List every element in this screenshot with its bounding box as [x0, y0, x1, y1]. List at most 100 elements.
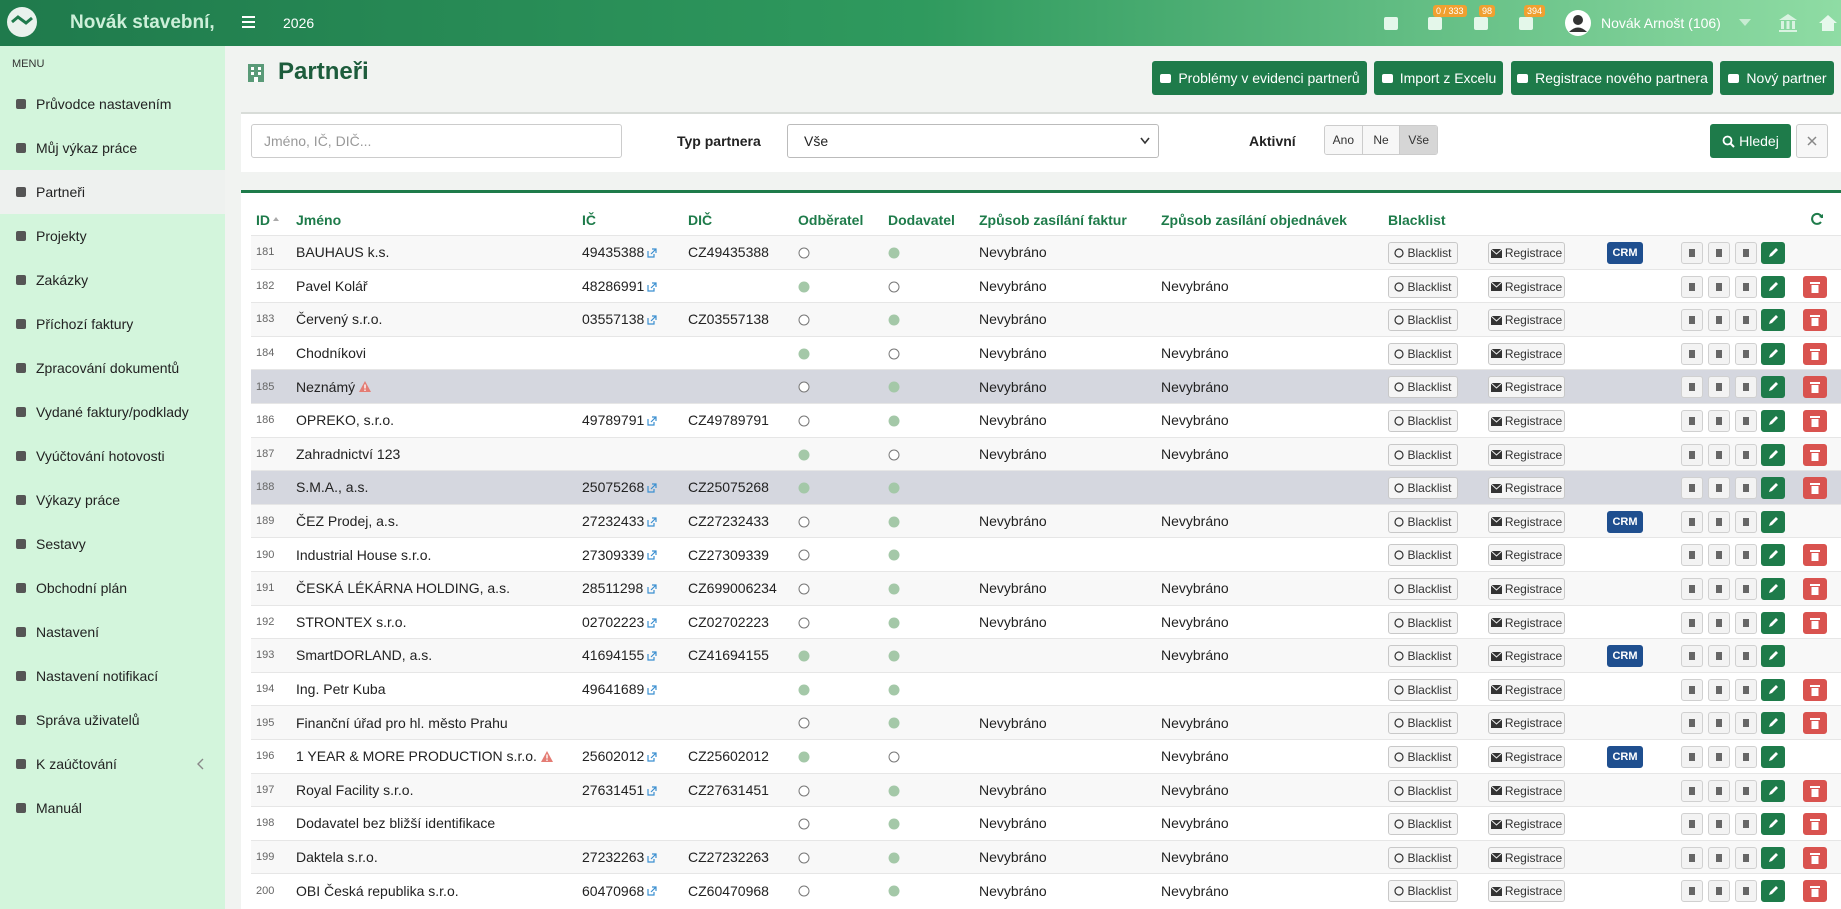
action-button[interactable]	[1708, 309, 1730, 332]
delete-button[interactable]	[1803, 376, 1827, 399]
edit-button[interactable]	[1761, 443, 1785, 466]
column-header[interactable]: ID	[256, 212, 270, 228]
crm-button[interactable]: CRM	[1607, 746, 1643, 768]
blacklist-button[interactable]: Blacklist	[1388, 510, 1458, 533]
external-link[interactable]	[647, 617, 657, 628]
action-button[interactable]	[1708, 712, 1730, 735]
delete-button[interactable]	[1803, 443, 1827, 466]
external-link[interactable]	[647, 517, 657, 527]
edit-button[interactable]	[1761, 410, 1785, 432]
registrace-button[interactable]: Registrace	[1488, 510, 1565, 533]
external-link[interactable]	[647, 483, 657, 493]
registrace-button[interactable]: Registrace	[1488, 309, 1565, 332]
year[interactable]: 2026	[283, 15, 315, 31]
edit-button[interactable]	[1761, 880, 1785, 903]
menu-item[interactable]: Zpracování dokumentů	[0, 346, 225, 390]
blacklist-button[interactable]: Blacklist	[1388, 880, 1458, 903]
delete-button[interactable]	[1803, 578, 1827, 600]
delete-button[interactable]	[1803, 477, 1827, 500]
partner-name[interactable]: Ing. Petr Kuba	[296, 681, 386, 698]
partner-name[interactable]: OBI Česká republika s.r.o.	[296, 882, 459, 899]
menu-item[interactable]: Nastavení	[0, 610, 225, 654]
action-button[interactable]	[1708, 578, 1730, 600]
edit-button[interactable]	[1761, 746, 1785, 768]
action-button[interactable]	[1681, 678, 1703, 701]
edit-button[interactable]	[1761, 678, 1785, 701]
delete-button[interactable]	[1803, 410, 1827, 432]
registrace-button[interactable]: Registrace	[1488, 712, 1565, 735]
blacklist-button[interactable]: Blacklist	[1388, 342, 1458, 365]
search-input[interactable]: Jméno, IČ, DIČ...	[251, 124, 622, 158]
partner-name[interactable]: Chodníkovi	[296, 345, 367, 362]
action-button[interactable]	[1735, 578, 1757, 600]
blacklist-button[interactable]: Blacklist	[1388, 611, 1458, 634]
edit-button[interactable]	[1761, 309, 1785, 332]
partner-name[interactable]: STRONTEX s.r.o.	[296, 613, 407, 630]
partner-name[interactable]: Dodavatel bez bližší identifikace	[296, 815, 496, 832]
action-button[interactable]	[1681, 443, 1703, 466]
type-select[interactable]: Vše	[787, 124, 1159, 158]
action-button[interactable]	[1735, 342, 1757, 365]
action-button[interactable]	[1708, 410, 1730, 432]
partner-name[interactable]: Neznámý	[296, 378, 356, 395]
registrace-button[interactable]: Registrace	[1488, 645, 1565, 668]
action-button[interactable]	[1708, 544, 1730, 567]
toggle-option[interactable]: Ano	[1325, 126, 1362, 154]
delete-button[interactable]	[1803, 342, 1827, 365]
delete-button[interactable]	[1803, 275, 1827, 298]
registrace-button[interactable]: Registrace	[1488, 275, 1565, 298]
column-header[interactable]: Jméno	[296, 212, 342, 228]
delete-button[interactable]	[1803, 544, 1827, 567]
action-button[interactable]	[1708, 242, 1730, 264]
edit-button[interactable]	[1761, 846, 1785, 869]
edit-button[interactable]	[1761, 611, 1785, 634]
partner-name[interactable]: Finanční úřad pro hl. město Prahu	[296, 714, 508, 731]
action-button[interactable]	[1708, 678, 1730, 701]
external-link[interactable]	[647, 416, 657, 426]
page-button[interactable]: Registrace nového partnera	[1511, 61, 1713, 95]
edit-button[interactable]	[1761, 813, 1785, 836]
delete-button[interactable]	[1803, 846, 1827, 869]
action-button[interactable]	[1681, 578, 1703, 600]
blacklist-button[interactable]: Blacklist	[1388, 410, 1458, 432]
blacklist-button[interactable]: Blacklist	[1388, 846, 1458, 869]
page-button[interactable]: Problémy v evidenci partnerů	[1152, 61, 1367, 95]
partner-name[interactable]: 1 YEAR & MORE PRODUCTION s.r.o.	[296, 748, 537, 765]
registrace-button[interactable]: Registrace	[1488, 342, 1565, 365]
delete-button[interactable]	[1803, 712, 1827, 735]
external-link[interactable]	[647, 752, 657, 762]
action-button[interactable]	[1735, 813, 1757, 836]
external-link[interactable]	[647, 584, 657, 594]
action-button[interactable]	[1735, 611, 1757, 634]
blacklist-button[interactable]: Blacklist	[1388, 544, 1458, 567]
edit-button[interactable]	[1761, 342, 1785, 365]
registrace-button[interactable]: Registrace	[1488, 578, 1565, 600]
registrace-button[interactable]: Registrace	[1488, 678, 1565, 701]
column-header[interactable]: Způsob zasílání objednávek	[1161, 212, 1347, 228]
action-button[interactable]	[1681, 242, 1703, 264]
blacklist-button[interactable]: Blacklist	[1388, 746, 1458, 768]
action-button[interactable]	[1681, 611, 1703, 634]
column-header[interactable]: Odběratel	[798, 212, 864, 228]
top-icon[interactable]	[1426, 14, 1444, 32]
registrace-button[interactable]: Registrace	[1488, 746, 1565, 768]
top-icon[interactable]	[1517, 14, 1535, 32]
action-button[interactable]	[1708, 813, 1730, 836]
edit-button[interactable]	[1761, 645, 1785, 668]
menu-item[interactable]: K zaúčtování	[0, 742, 225, 786]
column-header[interactable]: DIČ	[688, 212, 713, 228]
external-link[interactable]	[647, 853, 657, 863]
top-icon[interactable]	[1472, 14, 1490, 32]
edit-button[interactable]	[1761, 544, 1785, 567]
action-button[interactable]	[1681, 342, 1703, 365]
clear-button[interactable]	[1796, 124, 1828, 158]
partner-name[interactable]: Royal Facility s.r.o.	[296, 781, 414, 798]
action-button[interactable]	[1681, 880, 1703, 903]
page-button[interactable]: Nový partner	[1720, 61, 1834, 95]
menu-item[interactable]: Projekty	[0, 214, 225, 258]
menu-item[interactable]: Obchodní plán	[0, 566, 225, 610]
menu-item[interactable]: Manuál	[0, 786, 225, 830]
action-button[interactable]	[1681, 645, 1703, 668]
delete-button[interactable]	[1803, 611, 1827, 634]
registrace-button[interactable]: Registrace	[1488, 880, 1565, 903]
